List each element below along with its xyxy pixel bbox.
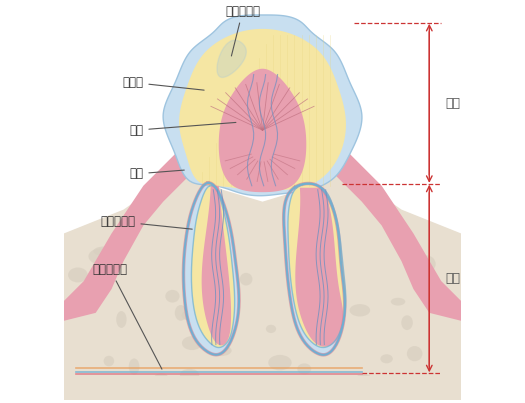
Ellipse shape — [288, 377, 306, 386]
Polygon shape — [295, 188, 343, 347]
Text: 歯肉: 歯肉 — [129, 167, 184, 181]
Ellipse shape — [165, 290, 180, 303]
Ellipse shape — [88, 249, 112, 264]
Ellipse shape — [350, 304, 370, 316]
Polygon shape — [183, 183, 239, 355]
Polygon shape — [217, 40, 246, 77]
Text: エナメル質: エナメル質 — [225, 4, 260, 56]
Text: 歯髄: 歯髄 — [129, 123, 236, 137]
Polygon shape — [284, 183, 345, 355]
Ellipse shape — [356, 374, 371, 382]
Ellipse shape — [206, 249, 226, 263]
Ellipse shape — [93, 247, 114, 256]
Ellipse shape — [182, 336, 202, 350]
Text: 歯根: 歯根 — [445, 272, 460, 285]
Ellipse shape — [80, 293, 94, 306]
Ellipse shape — [180, 369, 200, 381]
Text: 神経・血管: 神経・血管 — [92, 263, 162, 369]
Polygon shape — [219, 69, 306, 192]
Polygon shape — [64, 170, 461, 400]
Ellipse shape — [417, 256, 436, 272]
Text: 象牙質: 象牙質 — [122, 76, 204, 90]
Text: セメント質: セメント質 — [100, 215, 192, 229]
Ellipse shape — [391, 298, 405, 305]
Ellipse shape — [381, 354, 393, 364]
Ellipse shape — [297, 364, 311, 374]
Ellipse shape — [154, 373, 168, 382]
Polygon shape — [288, 184, 346, 347]
Ellipse shape — [401, 315, 413, 330]
Ellipse shape — [182, 310, 197, 320]
Text: 歯冠: 歯冠 — [445, 97, 460, 110]
Polygon shape — [64, 376, 461, 400]
Ellipse shape — [175, 305, 187, 321]
Polygon shape — [322, 142, 461, 321]
Polygon shape — [64, 142, 203, 321]
Ellipse shape — [407, 346, 423, 361]
Ellipse shape — [266, 325, 276, 333]
Ellipse shape — [116, 311, 127, 328]
Ellipse shape — [240, 273, 253, 285]
Ellipse shape — [295, 281, 306, 299]
Polygon shape — [202, 186, 231, 345]
Ellipse shape — [129, 358, 140, 375]
Polygon shape — [192, 185, 235, 347]
Ellipse shape — [210, 345, 232, 356]
Polygon shape — [179, 29, 346, 192]
Polygon shape — [163, 15, 362, 196]
Ellipse shape — [268, 355, 292, 370]
Ellipse shape — [68, 268, 88, 283]
Ellipse shape — [103, 356, 114, 366]
